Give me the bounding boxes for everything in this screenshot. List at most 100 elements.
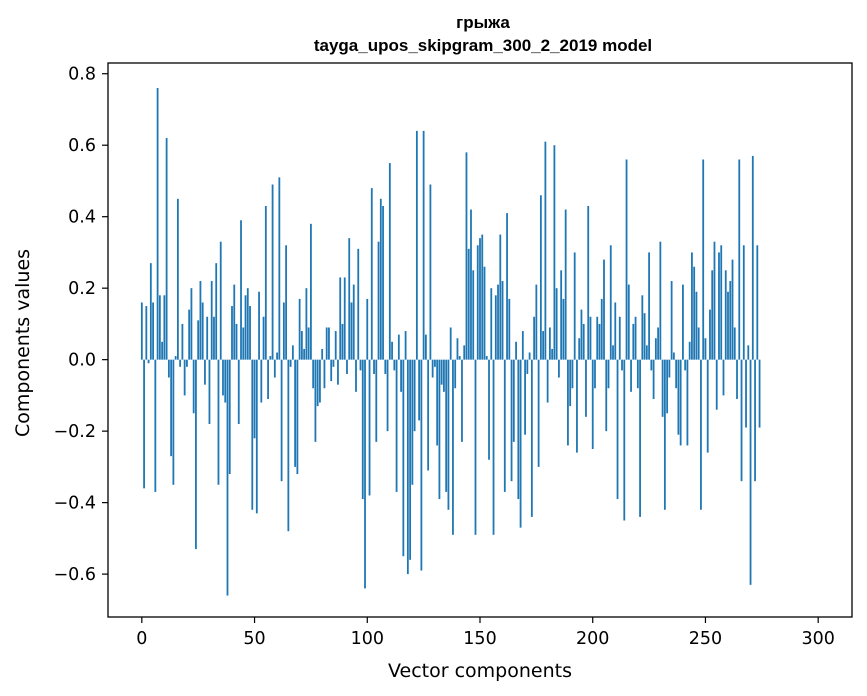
bar — [589, 316, 592, 360]
bar — [718, 252, 720, 360]
bar — [253, 359, 256, 439]
x-tick-label: 250 — [689, 629, 722, 649]
bar — [567, 359, 569, 446]
bar — [436, 359, 439, 446]
bar — [429, 184, 432, 360]
bar — [562, 298, 565, 360]
bar — [470, 209, 472, 360]
bar — [447, 359, 450, 510]
bar — [603, 259, 605, 360]
bar — [411, 359, 414, 485]
bar — [361, 359, 364, 500]
bar — [605, 359, 608, 432]
bar — [648, 252, 650, 360]
bar — [706, 359, 709, 453]
bar — [260, 359, 263, 403]
bar — [650, 359, 653, 371]
bar — [235, 323, 238, 360]
bar — [641, 295, 644, 360]
bar — [756, 245, 759, 360]
x-tick-label: 300 — [801, 629, 834, 649]
bar — [609, 245, 612, 360]
bar — [738, 159, 741, 360]
bar — [607, 359, 610, 389]
bar — [747, 345, 750, 360]
bar — [244, 295, 247, 360]
bar — [700, 359, 702, 510]
bar — [512, 359, 515, 442]
bar — [357, 248, 360, 360]
bar — [165, 138, 168, 360]
bar — [751, 155, 754, 360]
bar — [695, 291, 698, 360]
bar — [456, 338, 459, 360]
bar — [406, 359, 409, 575]
bar — [506, 213, 508, 360]
bar — [224, 359, 227, 403]
bar — [330, 359, 333, 382]
bar — [413, 359, 416, 432]
bar — [176, 198, 179, 360]
bar — [154, 359, 157, 492]
bar — [314, 359, 317, 442]
bar — [711, 270, 714, 360]
bar — [526, 359, 529, 374]
bar — [510, 359, 513, 482]
bar — [736, 359, 738, 399]
x-tick-label: 200 — [576, 629, 609, 649]
bar — [267, 359, 269, 399]
bar — [499, 234, 502, 360]
bar — [461, 359, 463, 442]
bar — [291, 345, 294, 360]
bar — [560, 270, 563, 360]
bar — [213, 316, 215, 360]
bar — [521, 331, 524, 360]
bar — [754, 359, 756, 482]
bar — [591, 359, 594, 450]
bar — [508, 298, 511, 360]
bar — [319, 359, 321, 403]
bar — [492, 359, 495, 535]
bar — [544, 141, 547, 360]
bar — [573, 252, 576, 360]
bar — [170, 359, 173, 457]
bar — [201, 302, 204, 360]
bar — [733, 327, 736, 360]
bar — [379, 198, 382, 360]
bar — [264, 205, 267, 360]
bar — [654, 338, 657, 360]
x-tick-label: 150 — [463, 629, 496, 649]
bar — [161, 341, 164, 360]
bar — [397, 334, 400, 360]
bar — [312, 359, 315, 389]
bar — [373, 359, 375, 374]
bar — [355, 359, 357, 392]
bar — [303, 348, 306, 360]
bar — [179, 359, 182, 367]
x-tick-label: 100 — [351, 629, 384, 649]
plot-frame — [107, 62, 853, 618]
bar — [438, 359, 441, 500]
bar — [163, 295, 166, 360]
bar — [420, 359, 423, 571]
bar — [519, 359, 522, 528]
bar — [440, 359, 443, 385]
bar — [632, 323, 635, 360]
bar — [231, 306, 233, 360]
bar — [675, 359, 678, 389]
bar — [143, 359, 145, 489]
bar — [555, 288, 558, 360]
bar — [697, 327, 700, 360]
bar — [152, 302, 154, 360]
bar — [262, 316, 265, 360]
bar — [210, 281, 213, 360]
bar — [533, 316, 536, 360]
bar — [661, 359, 664, 417]
bar — [666, 359, 669, 414]
bar — [483, 266, 486, 360]
bar — [298, 298, 301, 360]
y-tick-label: 0.4 — [68, 208, 96, 228]
x-axis-label: Vector components — [388, 660, 572, 682]
bar — [199, 281, 202, 360]
chart-subtitle: tayga_upos_skipgram_300_2_2019 model — [314, 36, 652, 55]
